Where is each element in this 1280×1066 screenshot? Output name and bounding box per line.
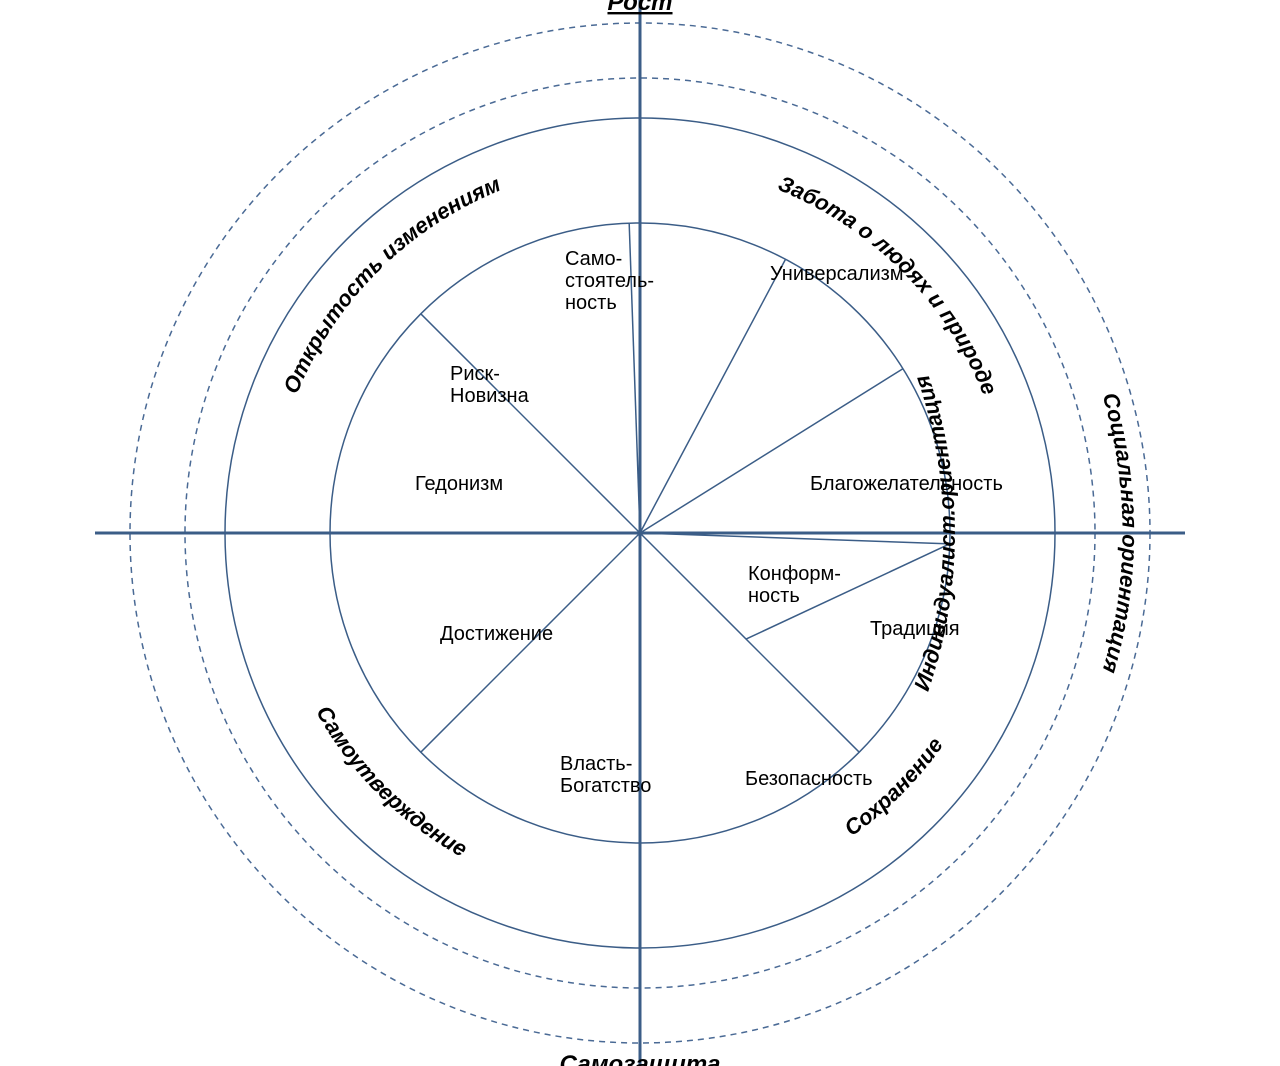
sector-divider (640, 533, 950, 544)
sector-label-hedonism: Гедонизм (415, 473, 503, 495)
axis-label-bottom: Самозащита (559, 1051, 720, 1066)
sector-divider (640, 259, 786, 533)
sector-label-power: Власть-Богатство (560, 753, 651, 797)
sector-label-security: Безопасность (745, 768, 873, 790)
sector-divider (640, 369, 903, 533)
axis-label-top: Рост (607, 0, 672, 16)
sector-label-benevolence: Благожелательность (810, 473, 1003, 495)
sector-label-stimulation: Риск-Новизна (450, 363, 530, 407)
sector-label-universalism: Универсализм (770, 263, 904, 285)
sector-label-achievement: Достижение (440, 623, 553, 645)
sector-divider (421, 314, 640, 533)
sector-label-conformity: Конформ-ность (748, 563, 841, 607)
sector-label-tradition: Традиция (870, 618, 960, 640)
values-circle-diagram: РостСамозащитаИндивидуалист.ориентацияСо… (0, 0, 1280, 1066)
